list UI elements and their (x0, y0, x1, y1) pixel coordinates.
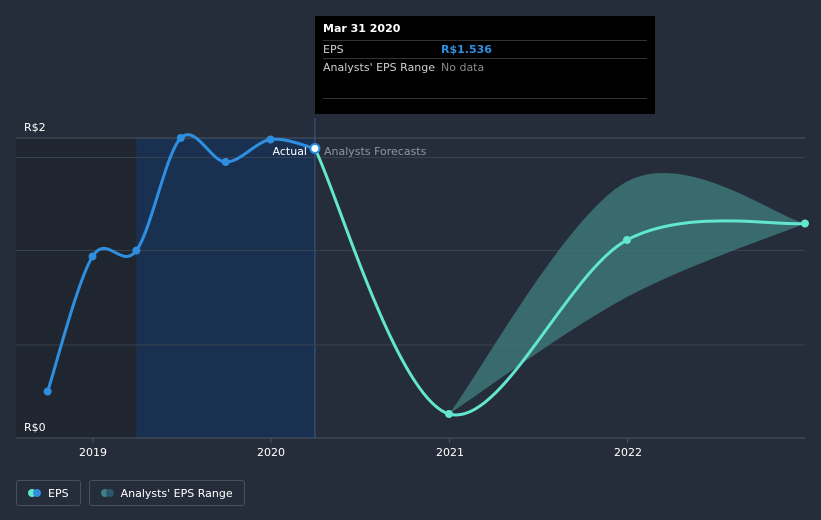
current-eps-point (309, 143, 321, 154)
eps-actual-point (88, 252, 97, 261)
x-tick-label-2020: 2020 (257, 446, 285, 459)
tooltip-divider (323, 76, 647, 99)
tooltip-date: Mar 31 2020 (323, 22, 401, 35)
eps-forecast-point (445, 410, 453, 418)
eps-actual-point (266, 135, 275, 144)
eps-actual-line (46, 133, 317, 393)
x-tick-label-2021: 2021 (436, 446, 464, 459)
eps-forecast-point (801, 219, 809, 228)
series-point-layer (43, 134, 809, 418)
eps-forecast-point (623, 236, 631, 244)
analyst-range-area (449, 172, 805, 414)
eps-forecast-line (313, 147, 807, 417)
tooltip-range-row: Analysts' EPS Range No data (323, 58, 647, 76)
y-tick-label-top: R$2 (24, 121, 46, 134)
eps-actual-point (132, 246, 141, 255)
legend-range-button[interactable]: Analysts' EPS Range (88, 480, 245, 506)
chart-background-layer (16, 118, 316, 438)
tooltip-range-value: No data (441, 61, 485, 74)
forecast-marker-label: Analysts Forecasts (324, 145, 427, 158)
tooltip-eps-label: EPS (323, 43, 344, 56)
eps-actual-point (221, 158, 230, 166)
eps-actual-point (43, 387, 52, 396)
y-tick-label-bottom: R$0 (24, 421, 46, 434)
legend-eps-label: EPS (48, 486, 69, 500)
past-year-highlight (136, 138, 315, 438)
legend-eps-button[interactable]: EPS (16, 480, 81, 506)
range-area-layer (449, 172, 805, 414)
tooltip-eps-value: R$1.536 (441, 43, 492, 56)
series-line-layer (46, 133, 807, 417)
actual-marker-label: Actual (273, 145, 307, 158)
eps-actual-point (176, 134, 185, 142)
tooltip: Mar 31 2020 EPS R$1.536 Analysts' EPS Ra… (315, 16, 655, 114)
legend-range-label: Analysts' EPS Range (120, 486, 233, 500)
past-period-shade (16, 138, 137, 438)
tooltip-range-label: Analysts' EPS Range (323, 61, 436, 74)
chart-legend: EPS Analysts' EPS Range (16, 480, 245, 506)
x-tick-label-2019: 2019 (79, 446, 107, 459)
x-tick-label-2022: 2022 (614, 446, 642, 459)
range-swatch-icon (100, 489, 114, 497)
eps-swatch-icon (28, 489, 41, 497)
tooltip-eps-row: EPS R$1.536 (323, 40, 647, 58)
